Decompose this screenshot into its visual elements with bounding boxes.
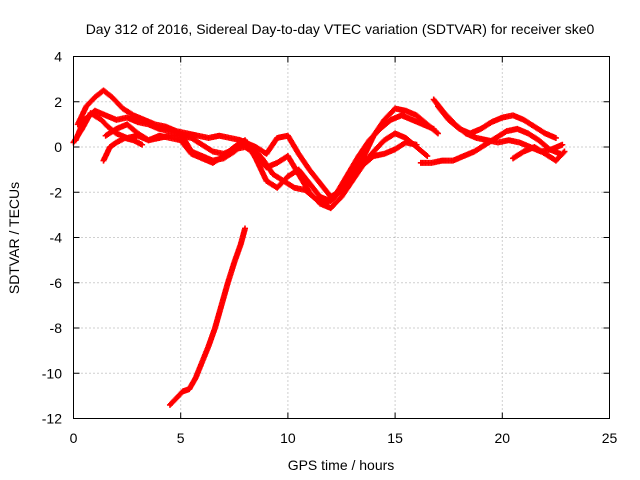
x-axis-tick-labels: 0 5 10 15 20 25 — [70, 430, 618, 446]
y-tick-label: 2 — [54, 94, 62, 110]
series-track-g — [434, 103, 559, 141]
y-tick-label: -4 — [50, 230, 63, 246]
series-track-d — [102, 121, 420, 205]
data-point — [552, 134, 559, 141]
data-point — [434, 130, 441, 137]
data-points — [70, 87, 568, 408]
data-point — [423, 152, 430, 159]
y-tick-label: -2 — [50, 184, 63, 200]
data-point — [559, 141, 566, 148]
plot-frame — [73, 56, 610, 419]
series-track-h — [417, 125, 564, 166]
data-point — [561, 148, 568, 155]
y-axis-label: SDTVAR / TECUs — [6, 182, 22, 294]
x-tick-label: 25 — [602, 430, 618, 446]
data-point — [560, 149, 567, 156]
series-track-j — [166, 225, 249, 408]
y-axis-tick-labels: -12 -10 -8 -6 -4 -2 0 2 4 — [42, 49, 62, 427]
series-track-i — [510, 144, 568, 164]
data-point — [242, 225, 249, 232]
grid-lines — [73, 56, 610, 419]
series-track-e — [100, 134, 146, 164]
chart-title: Day 312 of 2016, Sidereal Day-to-day VTE… — [86, 21, 595, 37]
y-tick-label: -6 — [50, 275, 63, 291]
data-point — [433, 129, 440, 136]
y-tick-label: 4 — [54, 49, 62, 65]
x-tick-label: 5 — [177, 430, 185, 446]
data-point — [139, 141, 146, 148]
y-tick-label: -10 — [42, 365, 62, 381]
x-tick-label: 10 — [280, 430, 296, 446]
y-tick-label: 0 — [54, 139, 62, 155]
y-tick-label: -12 — [42, 411, 62, 427]
x-tick-label: 0 — [70, 430, 78, 446]
data-point — [413, 141, 420, 148]
data-point — [424, 153, 431, 160]
x-tick-label: 15 — [387, 430, 403, 446]
x-tick-label: 20 — [495, 430, 511, 446]
y-tick-label: -8 — [50, 320, 63, 336]
x-axis-label: GPS time / hours — [288, 457, 395, 473]
